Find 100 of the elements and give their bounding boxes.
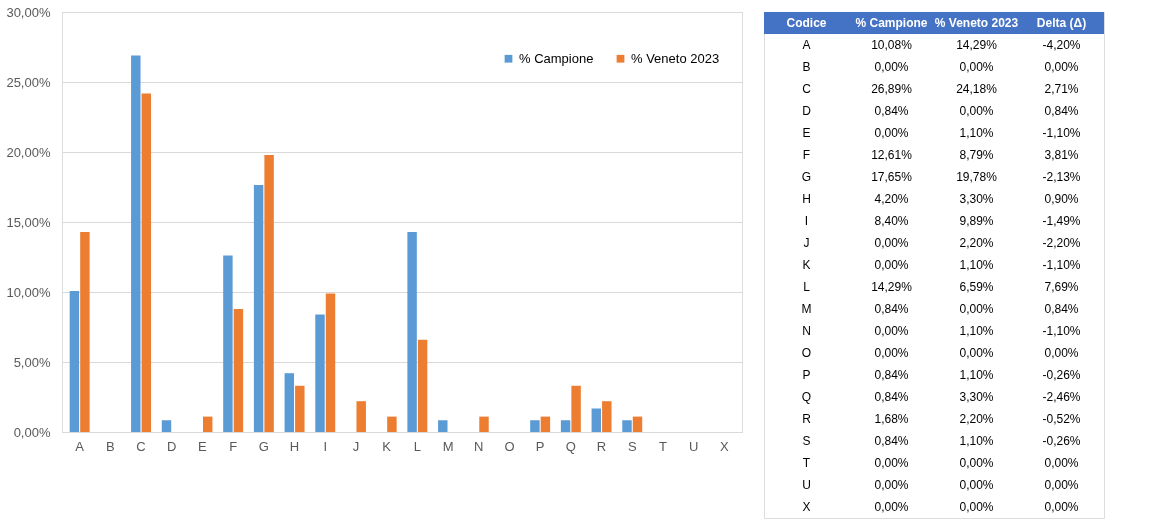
data-label: 0,00% — [874, 500, 909, 514]
category-label: X — [802, 500, 811, 514]
data-label: 3,30% — [959, 192, 994, 206]
data-label: 1,68% — [874, 412, 909, 426]
bar — [202, 416, 213, 432]
category-label: F — [802, 148, 811, 162]
data-label: -0,52% — [1042, 412, 1081, 426]
x-tick-label: P — [535, 438, 545, 454]
data-label: 6,59% — [959, 280, 994, 294]
bar — [80, 231, 90, 432]
x-tick-label: I — [323, 438, 328, 454]
x-tick-label: X — [720, 438, 730, 454]
y-tick-label: 30,00% — [6, 4, 51, 20]
data-label: 17,65% — [871, 170, 913, 184]
bar — [632, 416, 643, 432]
data-label: 10,08% — [871, 38, 913, 52]
x-tick-label: A — [75, 438, 85, 454]
x-tick-label: C — [136, 438, 146, 454]
bar — [284, 373, 295, 432]
data-label: 4,20% — [874, 192, 909, 206]
bar — [571, 385, 581, 432]
bar — [325, 293, 336, 432]
bar — [264, 155, 274, 432]
bar — [223, 255, 233, 432]
category-label: I — [804, 214, 809, 228]
bar — [253, 184, 264, 432]
data-label: 1,10% — [959, 434, 994, 448]
text: % Campione — [855, 16, 928, 30]
x-tick-label: K — [382, 438, 392, 454]
data-label: -2,13% — [1042, 170, 1081, 184]
x-tick-label: G — [258, 438, 269, 454]
data-label: 2,20% — [959, 412, 994, 426]
x-tick-label: L — [413, 438, 421, 454]
data-label: 0,00% — [874, 60, 909, 74]
x-tick-label: M — [442, 438, 454, 454]
data-label: 0,00% — [874, 478, 909, 492]
bar — [356, 401, 366, 432]
text: Codice — [786, 16, 827, 30]
data-label: 0,00% — [959, 346, 994, 360]
x-tick-label: N — [474, 438, 484, 454]
bar — [131, 55, 141, 432]
category-label: J — [803, 236, 810, 250]
bar — [233, 308, 244, 432]
category-label: T — [802, 456, 811, 470]
x-tick-label: J — [352, 438, 360, 454]
x-tick-label: H — [289, 438, 300, 454]
data-label: -1,49% — [1042, 214, 1081, 228]
bar — [560, 420, 571, 432]
data-label: 0,00% — [1044, 346, 1079, 360]
category-label: A — [802, 38, 811, 52]
data-label: 9,89% — [959, 214, 994, 228]
data-label: 8,79% — [959, 148, 994, 162]
data-label: 0,00% — [874, 258, 909, 272]
data-label: -2,20% — [1042, 236, 1081, 250]
data-label: 0,84% — [874, 302, 909, 316]
data-label: 7,69% — [1044, 280, 1079, 294]
category-label: R — [802, 412, 812, 426]
data-label: 26,89% — [871, 82, 913, 96]
y-tick-label: 0,00% — [13, 424, 51, 440]
bar — [540, 416, 551, 432]
data-label: 14,29% — [871, 280, 913, 294]
category-label: C — [802, 82, 812, 96]
bar — [530, 420, 540, 432]
data-label: 8,40% — [874, 214, 909, 228]
data-label: 0,84% — [1044, 104, 1079, 118]
legend-label: % Veneto 2023 — [631, 50, 720, 66]
data-label: 0,00% — [1044, 60, 1079, 74]
y-tick-label: 10,00% — [6, 284, 51, 300]
category-label: U — [802, 478, 811, 492]
data-label: 0,84% — [1044, 302, 1079, 316]
bar — [591, 408, 602, 432]
bar — [387, 416, 397, 432]
bar — [602, 401, 612, 432]
bar — [161, 420, 172, 432]
data-label: -4,20% — [1042, 38, 1081, 52]
data-label: 0,84% — [874, 434, 909, 448]
data-label: 1,10% — [959, 258, 994, 272]
x-tick-label: U — [688, 438, 699, 454]
category-label: D — [802, 104, 812, 118]
data-label: -2,46% — [1042, 390, 1081, 404]
data-label: 19,78% — [956, 170, 998, 184]
data-label: -0,26% — [1042, 434, 1081, 448]
category-label: B — [802, 60, 811, 74]
data-label: 0,00% — [959, 60, 994, 74]
bar — [141, 93, 152, 432]
data-label: 0,84% — [874, 390, 909, 404]
category-label: P — [802, 368, 811, 382]
x-tick-label: S — [627, 438, 637, 454]
x-tick-label: B — [106, 438, 115, 454]
category-label: E — [802, 126, 811, 140]
data-label: -0,26% — [1042, 368, 1081, 382]
x-tick-label: Q — [565, 438, 576, 454]
data-label: 0,00% — [959, 456, 994, 470]
category-label: O — [801, 346, 812, 360]
data-label: 0,00% — [959, 104, 994, 118]
category-label: H — [802, 192, 811, 206]
y-tick-label: 5,00% — [13, 354, 51, 370]
data-label: 1,10% — [959, 324, 994, 338]
data-label: 0,84% — [874, 104, 909, 118]
bar — [438, 420, 448, 432]
